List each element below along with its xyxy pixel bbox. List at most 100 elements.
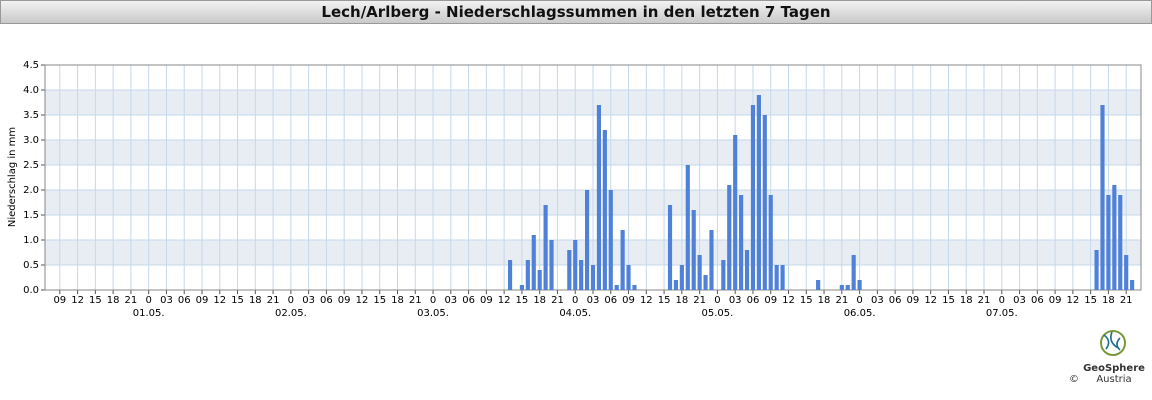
bar — [750, 105, 756, 290]
x-tick-label: 12 — [498, 295, 511, 306]
y-tick-label: 4.5 — [23, 60, 39, 71]
x-tick-label: 03 — [160, 295, 173, 306]
bar — [857, 280, 862, 290]
bar — [679, 265, 684, 290]
bar — [780, 265, 785, 290]
x-tick-label: 03 — [729, 295, 742, 306]
x-tick-label: 18 — [1102, 295, 1115, 306]
x-tick-label: 21 — [978, 295, 991, 306]
x-tick-label: 09 — [338, 295, 351, 306]
bar — [549, 240, 554, 290]
x-tick-label: 09 — [907, 295, 920, 306]
x-tick-label: 18 — [107, 295, 120, 306]
x-tick-label: 06 — [1031, 295, 1044, 306]
x-date-label: 02.05. — [275, 308, 307, 319]
bar — [579, 260, 584, 290]
x-tick-label: 09 — [1049, 295, 1062, 306]
x-tick-label: 15 — [231, 295, 244, 306]
bar — [845, 285, 850, 290]
bar — [596, 105, 601, 290]
bar — [733, 135, 738, 290]
x-tick-label: 12 — [213, 295, 226, 306]
x-tick-label: 06 — [604, 295, 617, 306]
bar — [525, 260, 530, 290]
x-tick-label: 03 — [302, 295, 315, 306]
x-tick-label: 0 — [145, 295, 151, 306]
bar — [756, 95, 761, 290]
x-tick-label: 18 — [391, 295, 404, 306]
x-tick-label: 06 — [320, 295, 333, 306]
x-tick-label: 21 — [835, 295, 848, 306]
x-tick-label: 0 — [856, 295, 862, 306]
x-tick-label: 15 — [942, 295, 955, 306]
bar — [1094, 250, 1099, 290]
bar — [691, 210, 696, 290]
bar — [537, 270, 542, 290]
bar — [602, 130, 607, 290]
x-tick-label: 0 — [430, 295, 436, 306]
y-tick-label: 1.5 — [23, 210, 39, 221]
bar — [673, 280, 679, 290]
bar — [1106, 195, 1111, 290]
x-date-label: 03.05. — [417, 308, 449, 319]
logo-sub: Austria — [1096, 374, 1131, 385]
x-tick-label: 12 — [782, 295, 795, 306]
bar — [721, 260, 726, 290]
x-tick-label: 15 — [373, 295, 386, 306]
x-tick-label: 21 — [1120, 295, 1133, 306]
bar — [667, 205, 673, 290]
x-tick-label: 09 — [764, 295, 777, 306]
x-tick-label: 12 — [924, 295, 937, 306]
x-tick-label: 15 — [89, 295, 102, 306]
x-tick-label: 12 — [640, 295, 653, 306]
bar — [1124, 255, 1129, 290]
bar — [774, 265, 779, 290]
bar — [1130, 280, 1135, 290]
y-tick-label: 3.0 — [23, 135, 39, 146]
y-tick-label: 1.0 — [23, 235, 39, 246]
bar — [507, 260, 513, 290]
x-date-label: 06.05. — [844, 308, 876, 319]
bar — [816, 280, 821, 290]
x-tick-label: 21 — [551, 295, 564, 306]
bar — [762, 115, 767, 290]
x-tick-label: 0 — [999, 295, 1005, 306]
bar — [626, 265, 631, 290]
x-tick-label: 15 — [658, 295, 671, 306]
y-tick-label: 0.0 — [23, 285, 39, 296]
x-tick-label: 03 — [444, 295, 457, 306]
bar — [744, 250, 750, 290]
x-tick-label: 15 — [516, 295, 529, 306]
bar — [739, 195, 744, 290]
x-tick-label: 03 — [871, 295, 884, 306]
bar — [851, 255, 856, 290]
x-tick-label: 03 — [587, 295, 600, 306]
bar — [585, 190, 590, 290]
bar — [632, 285, 637, 290]
x-date-label: 05.05. — [702, 308, 734, 319]
x-tick-label: 09 — [622, 295, 635, 306]
logo-icon — [1100, 330, 1126, 356]
x-tick-label: 15 — [1084, 295, 1097, 306]
y-tick-label: 3.5 — [23, 110, 39, 121]
bar — [703, 275, 708, 290]
bar — [839, 285, 844, 290]
bar — [1112, 185, 1117, 290]
x-tick-label: 21 — [409, 295, 422, 306]
x-tick-label: 18 — [818, 295, 831, 306]
x-date-label: 04.05. — [559, 308, 591, 319]
x-tick-label: 21 — [125, 295, 138, 306]
bar — [709, 230, 714, 290]
logo-name: GeoSphere — [1083, 363, 1145, 374]
x-tick-label: 12 — [356, 295, 369, 306]
bar — [573, 240, 578, 290]
x-tick-label: 21 — [693, 295, 706, 306]
bar — [590, 265, 596, 290]
x-tick-label: 15 — [800, 295, 813, 306]
x-tick-label: 0 — [288, 295, 294, 306]
bar — [543, 205, 548, 290]
y-tick-label: 2.5 — [23, 160, 39, 171]
x-tick-label: 0 — [572, 295, 578, 306]
